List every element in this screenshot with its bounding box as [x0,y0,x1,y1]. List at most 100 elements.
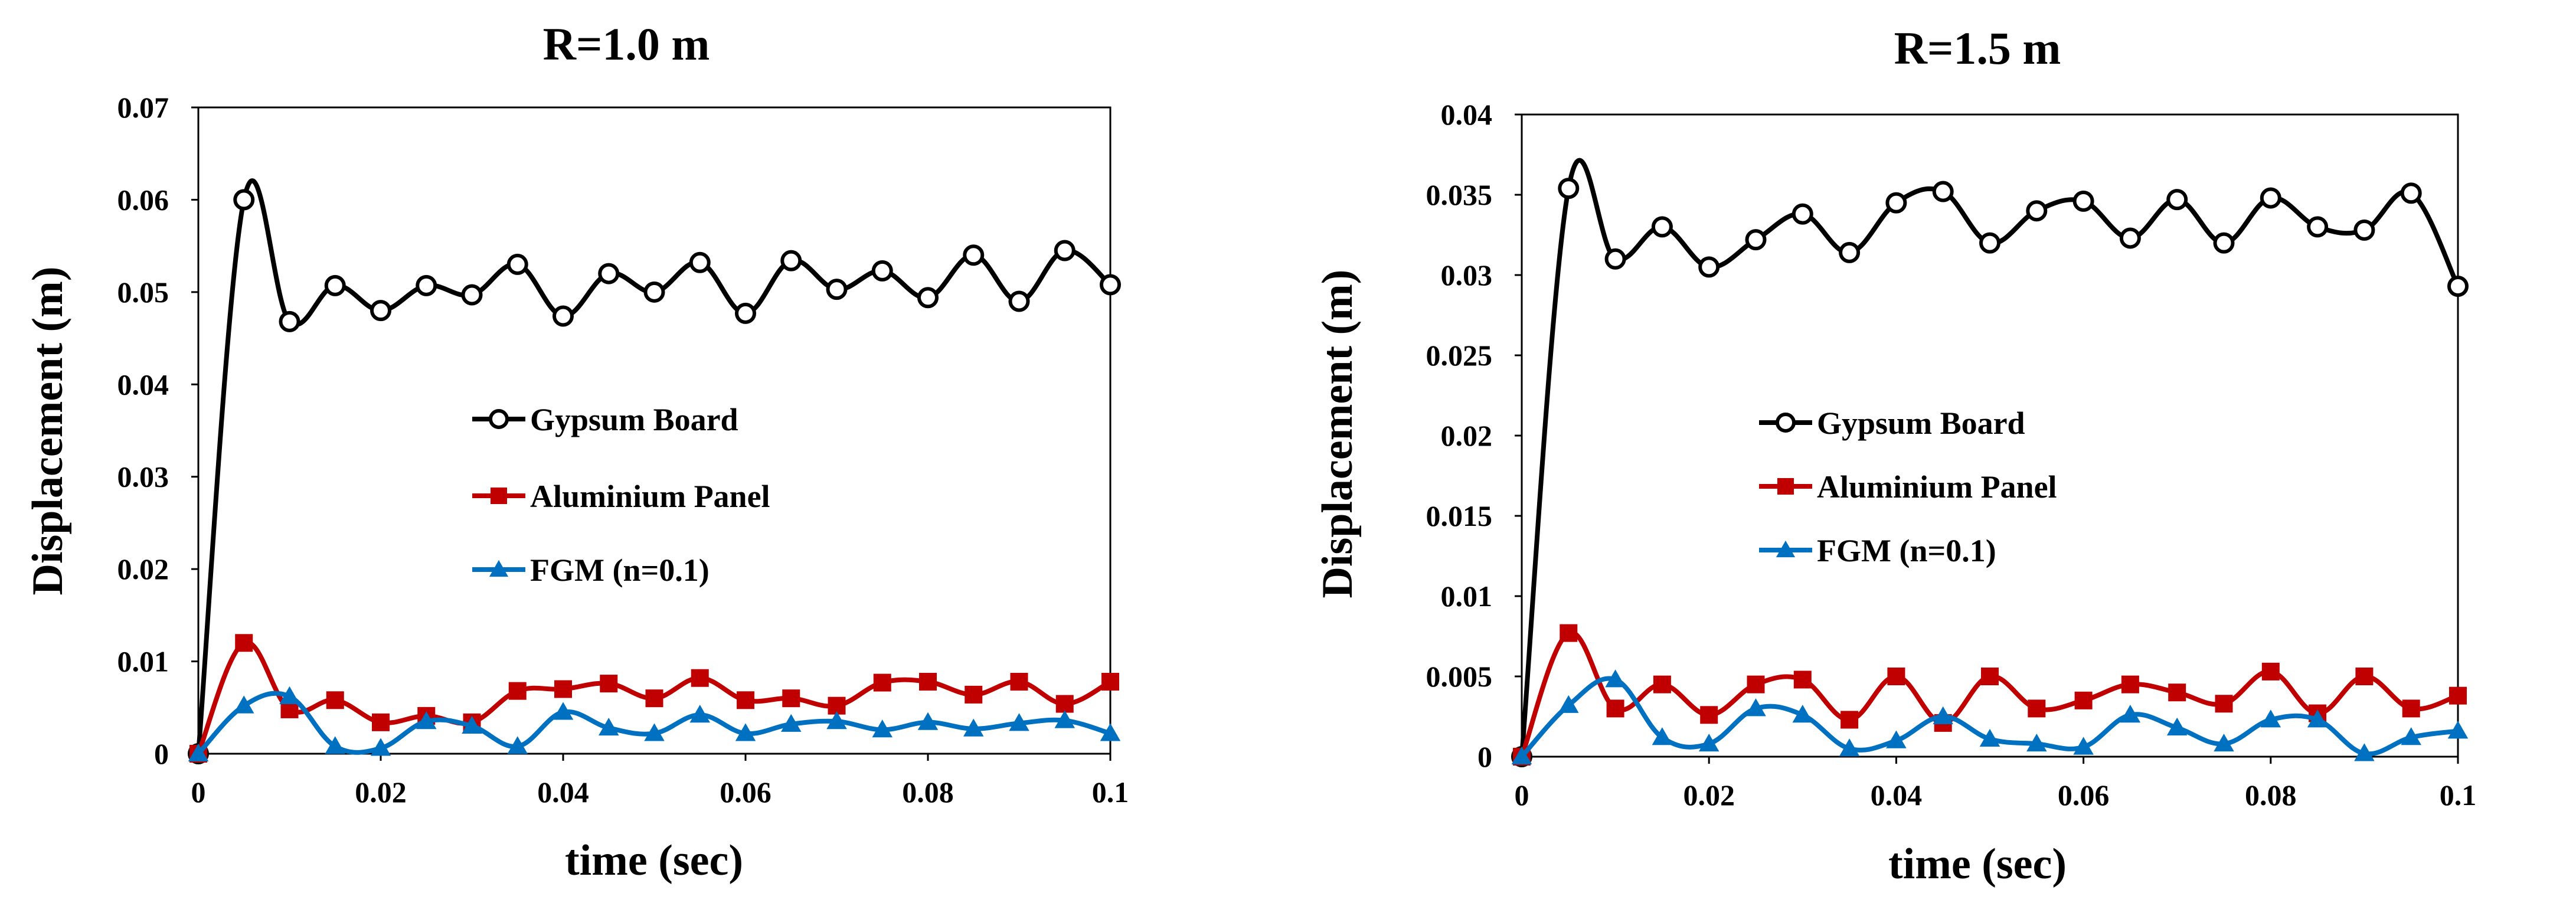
data-point-gypsum-board [1792,203,1813,225]
data-point-gypsum-board [1979,232,2000,254]
axis-ticks: 0 0.02 0.04 0.06 0.08 0.1 0 0.01 0.02 0.03 0.04 0.0… [117,91,1129,809]
legend-marker [491,488,507,504]
legend-item-aluminium-panel: Aluminium Panel [1759,469,2057,505]
data-point-aluminium-panel [1887,668,1905,685]
y-tick-label: 0.025 [1426,339,1493,372]
y-tick-label: 0.005 [1426,660,1493,693]
y-tick-label: 0 [1477,740,1492,773]
y-tick-label: 0.03 [1441,259,1493,292]
legend-label: Gypsum Board [530,402,738,437]
data-point-gypsum-board [1651,216,1673,238]
data-point-fgm-n-0-1 [1698,733,1719,752]
data-point-gypsum-board [324,274,346,296]
legend: Gypsum Board Aluminium Panel FGM (n=0.1) [1759,405,2057,568]
legend-item-fgm-n-0-1: FGM (n=0.1) [472,552,710,588]
legend-label: Aluminium Panel [1817,469,2057,505]
data-point-gypsum-board [553,305,574,327]
data-point-fgm-n-0-1 [188,743,209,761]
data-point-fgm-n-0-1 [370,738,391,756]
data-point-aluminium-panel [2074,691,2093,709]
data-point-aluminium-panel [1700,706,1718,724]
data-point-gypsum-board [2213,232,2235,254]
data-point-fgm-n-0-1 [234,695,254,714]
data-point-fgm-n-0-1 [279,686,300,704]
data-point-fgm-n-0-1 [507,736,528,754]
data-point-gypsum-board [279,310,300,332]
data-point-fgm-n-0-1 [462,715,482,734]
legend-marker [1776,413,1796,433]
data-point-aluminium-panel [1101,672,1119,691]
data-point-aluminium-panel [2028,699,2046,718]
x-tick-label: 0.04 [1871,779,1923,812]
legend-marker [489,560,509,577]
data-point-fgm-n-0-1 [1652,727,1673,745]
x-tick-label: 0.1 [1092,776,1129,809]
data-point-aluminium-panel [235,634,253,652]
data-point-aluminium-panel [1653,675,1671,694]
data-point-aluminium-panel [1841,711,1859,729]
data-point-gypsum-board [1054,240,1075,261]
data-point-gypsum-board [689,251,711,273]
data-point-aluminium-panel [2261,662,2280,681]
data-point-gypsum-board [643,281,665,303]
data-point-gypsum-board [1745,229,1767,251]
data-point-gypsum-board [2447,276,2469,297]
x-tick-label: 0.04 [537,776,589,809]
data-point-aluminium-panel [2402,699,2420,718]
x-tick-label: 0.1 [2440,779,2477,812]
data-point-gypsum-board [780,250,802,272]
data-point-gypsum-board [917,287,939,309]
data-point-aluminium-panel [919,672,937,691]
data-point-aluminium-panel [1560,624,1578,642]
data-point-aluminium-panel [1981,668,1999,685]
data-point-fgm-n-0-1 [1605,669,1626,688]
series-layer [1511,158,2469,767]
y-tick-label: 0.04 [117,368,169,401]
data-point-gypsum-board [2026,200,2048,222]
y-axis-label: Displacement (m) [1313,270,1362,598]
data-point-gypsum-board [416,274,437,296]
data-point-fgm-n-0-1 [781,714,802,732]
data-point-aluminium-panel [372,713,390,731]
legend-marker [1777,478,1794,495]
data-point-fgm-n-0-1 [325,736,345,754]
x-tick-label: 0.06 [720,776,772,809]
data-point-fgm-n-0-1 [917,712,939,730]
data-point-fgm-n-0-1 [2214,733,2234,752]
data-point-fgm-n-0-1 [2401,727,2421,745]
data-point-fgm-n-0-1 [1839,738,1860,757]
data-point-gypsum-board [963,244,985,266]
x-tick-label: 0.06 [2058,779,2110,812]
data-point-fgm-n-0-1 [1745,698,1766,717]
data-point-aluminium-panel [873,673,891,692]
data-point-gypsum-board [506,253,528,275]
data-point-aluminium-panel [2449,686,2467,705]
data-point-gypsum-board [233,189,255,211]
x-tick-label: 0.08 [2245,779,2297,812]
chart-r-1-0: R=1.0 m 0 0.02 0.04 0.06 0.08 0.1 0 0.01 0.02 0.0… [24,18,1129,885]
data-point-gypsum-board [1558,178,1580,199]
data-point-fgm-n-0-1 [1009,713,1029,731]
x-tick-label: 0 [1515,779,1529,812]
axis-ticks: 0 0.02 0.04 0.06 0.08 0.1 0 0.005 0.01 0.015 0.02 0… [1426,98,2477,812]
legend-item-gypsum-board: Gypsum Board [1759,405,2025,441]
data-point-gypsum-board [2353,219,2375,241]
data-point-fgm-n-0-1 [689,705,710,723]
y-tick-label: 0.03 [117,460,169,493]
data-point-gypsum-board [2307,216,2329,238]
y-tick-label: 0.015 [1426,499,1493,532]
data-point-gypsum-board [370,300,391,322]
data-point-gypsum-board [2166,189,2188,211]
data-point-gypsum-board [871,260,893,282]
x-axis-label: time (sec) [565,836,743,885]
data-point-gypsum-board [2072,190,2094,212]
legend-label: FGM (n=0.1) [1817,533,1996,568]
data-point-fgm-n-0-1 [1979,728,2000,747]
data-point-gypsum-board [1698,256,1720,278]
data-point-aluminium-panel [691,669,709,687]
y-tick-label: 0.04 [1441,98,1493,131]
plot-area [197,106,1112,755]
data-point-aluminium-panel [600,675,618,693]
data-point-fgm-n-0-1 [872,719,893,738]
